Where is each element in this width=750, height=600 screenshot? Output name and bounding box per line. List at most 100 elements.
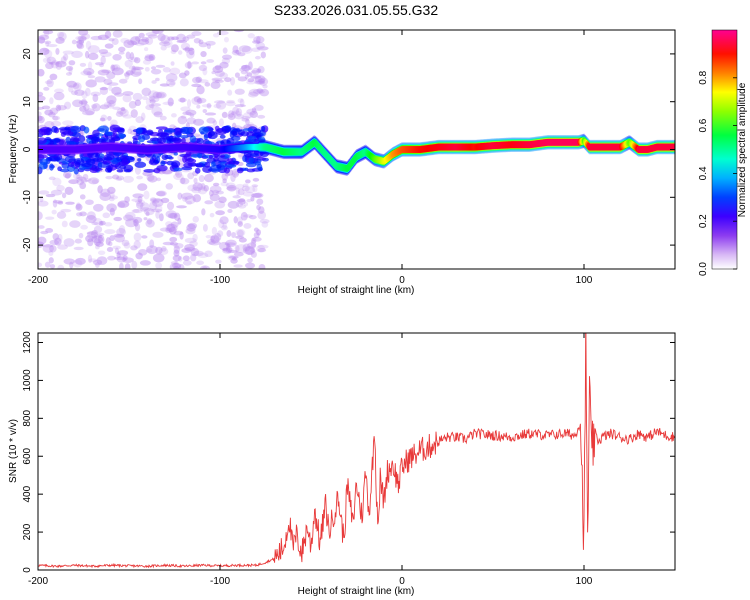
noise-blob (108, 197, 115, 202)
noise-blob (213, 103, 222, 109)
noise-blob (192, 182, 203, 192)
noise-blob (153, 111, 163, 118)
noise-blob (257, 247, 267, 253)
noise-blob (182, 260, 192, 266)
noise-blob (196, 85, 205, 95)
noise-blob (132, 92, 143, 102)
noise-blob (234, 113, 245, 120)
noise-blob (43, 86, 50, 91)
noise-blob (245, 179, 251, 184)
noise-blob (93, 234, 98, 240)
noise-core-blob (248, 157, 255, 163)
noise-blob (221, 57, 231, 65)
noise-blob (145, 32, 158, 37)
noise-blob (49, 97, 54, 105)
noise-blob (196, 104, 201, 109)
noise-core-blob (208, 154, 214, 159)
spectrogram-ridge (38, 133, 675, 176)
noise-core-blob (128, 156, 135, 161)
noise-blob (87, 45, 100, 54)
noise-blob (147, 34, 158, 39)
noise-blob (232, 195, 241, 199)
noise-blob (191, 31, 202, 37)
noise-core-blob (51, 125, 58, 133)
noise-blob (54, 88, 64, 94)
noise-blob (49, 107, 59, 115)
noise-blob (46, 78, 54, 88)
noise-blob (243, 112, 254, 119)
noise-blob (49, 73, 58, 81)
noise-blob (193, 118, 205, 126)
noise-blob (155, 191, 166, 197)
noise-blob (57, 233, 63, 242)
noise-blob (122, 255, 128, 261)
noise-blob (257, 244, 269, 249)
noise-blob (190, 253, 197, 262)
noise-blob (80, 70, 93, 76)
colorbar-tick-label: 0.2 (698, 214, 709, 228)
noise-blob (210, 81, 221, 90)
noise-blob (92, 93, 99, 103)
noise-blob (257, 78, 265, 83)
noise-core-blob (216, 164, 222, 169)
noise-blob (48, 111, 56, 118)
noise-core-blob (173, 167, 183, 172)
noise-blob (191, 96, 202, 105)
noise-blob (156, 92, 166, 98)
noise-blob (191, 186, 202, 194)
noise-blob (198, 39, 204, 45)
noise-blob (196, 260, 205, 266)
noise-blob (63, 258, 75, 265)
noise-blob (170, 261, 178, 265)
noise-blob (222, 247, 228, 252)
noise-blob (91, 104, 98, 109)
snr-panel: -200 -100 0 100 0 200 400 600 800 1000 1200 Heigh… (8, 331, 676, 597)
noise-blob (118, 78, 128, 84)
noise-blob (193, 177, 198, 184)
noise-blob (187, 222, 198, 229)
noise-blob (236, 216, 243, 225)
noise-blob (52, 200, 63, 204)
noise-blob (144, 54, 154, 59)
noise-blob (177, 115, 188, 125)
noise-blob (79, 194, 86, 200)
noise-blob (160, 35, 171, 45)
colorbar-label: Normalized spectral amplitude (737, 82, 748, 217)
noise-blob (257, 65, 265, 74)
noise-blob (97, 34, 109, 41)
noise-blob (112, 30, 123, 38)
noise-blob (247, 33, 255, 39)
noise-blob (143, 217, 148, 221)
noise-core-blob (231, 135, 241, 141)
noise-blob (54, 237, 62, 246)
noise-blob (49, 245, 57, 253)
noise-blob (171, 36, 179, 41)
noise-blob (255, 42, 265, 50)
noise-blob (169, 241, 179, 246)
noise-blob (248, 214, 257, 220)
noise-core-blob (74, 141, 85, 146)
noise-blob (66, 80, 78, 88)
noise-core-blob (160, 160, 166, 167)
noise-blob (155, 77, 160, 82)
noise-blob (42, 243, 54, 253)
noise-blob (230, 76, 236, 86)
noise-blob (100, 220, 106, 226)
noise-blob (130, 36, 141, 45)
noise-blob (83, 103, 90, 111)
noise-blob (106, 246, 114, 253)
noise-blob (115, 177, 123, 181)
noise-blob (124, 59, 133, 68)
noise-blob (156, 190, 167, 197)
colorbar-tick-label: 0.4 (698, 166, 709, 180)
noise-blob (242, 214, 253, 218)
snr-series-line (38, 333, 675, 569)
noise-blob (154, 204, 163, 213)
noise-blob (74, 257, 86, 265)
noise-blob (99, 117, 106, 122)
noise-blob (56, 31, 65, 38)
noise-blob (45, 41, 50, 47)
noise-blob (171, 44, 179, 53)
noise-blob (76, 176, 87, 180)
